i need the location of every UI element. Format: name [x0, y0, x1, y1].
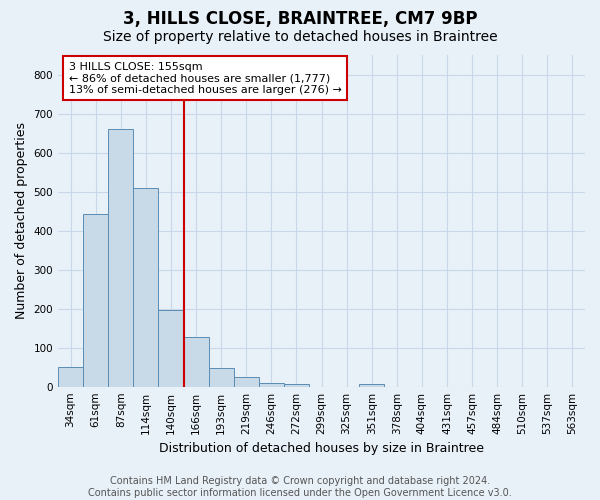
- X-axis label: Distribution of detached houses by size in Braintree: Distribution of detached houses by size …: [159, 442, 484, 455]
- Bar: [233, 377, 259, 386]
- Bar: [209, 368, 233, 386]
- Bar: [184, 337, 209, 386]
- Text: Contains HM Land Registry data © Crown copyright and database right 2024.
Contai: Contains HM Land Registry data © Crown c…: [88, 476, 512, 498]
- Bar: [133, 188, 158, 386]
- Bar: [108, 129, 133, 386]
- Bar: [284, 384, 309, 386]
- Y-axis label: Number of detached properties: Number of detached properties: [15, 122, 28, 320]
- Bar: [158, 310, 184, 386]
- Bar: [58, 367, 83, 386]
- Text: 3, HILLS CLOSE, BRAINTREE, CM7 9BP: 3, HILLS CLOSE, BRAINTREE, CM7 9BP: [123, 10, 477, 28]
- Text: Size of property relative to detached houses in Braintree: Size of property relative to detached ho…: [103, 30, 497, 44]
- Bar: [259, 383, 284, 386]
- Text: 3 HILLS CLOSE: 155sqm
← 86% of detached houses are smaller (1,777)
13% of semi-d: 3 HILLS CLOSE: 155sqm ← 86% of detached …: [68, 62, 341, 95]
- Bar: [83, 214, 108, 386]
- Bar: [359, 384, 384, 386]
